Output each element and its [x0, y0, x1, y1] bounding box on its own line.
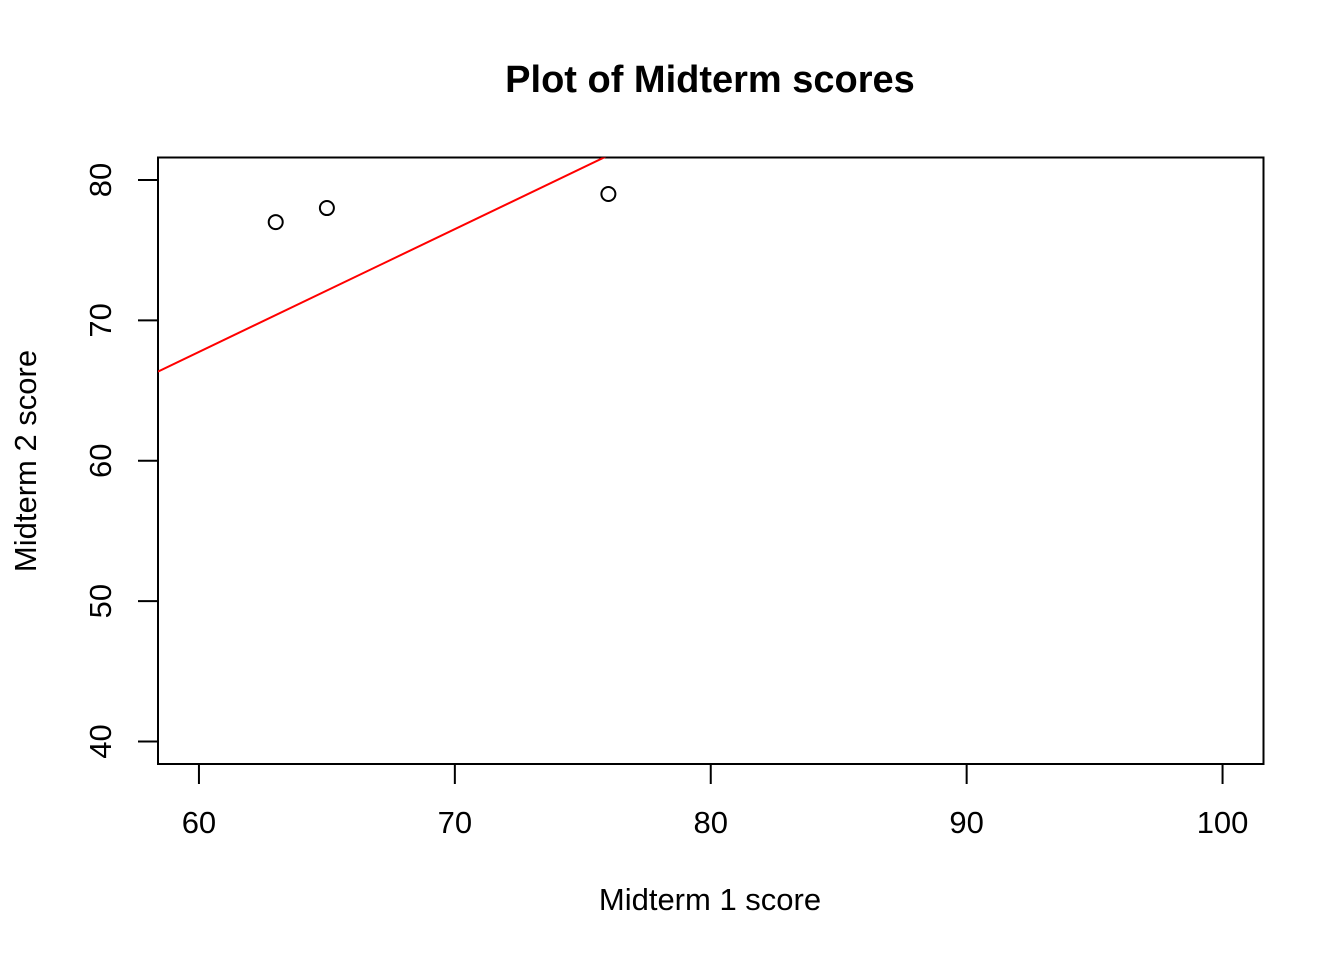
plot-frame: [157, 156, 1265, 765]
x-tick-label: 80: [694, 805, 728, 840]
chart-title: Plot of Midterm scores: [505, 59, 915, 101]
data-point: [267, 214, 284, 231]
y-tick-label: 80: [83, 163, 118, 197]
x-tick-label: 60: [182, 805, 216, 840]
y-axis-label: Midterm 2 score: [8, 350, 43, 572]
data-point: [600, 186, 617, 203]
data-points: [267, 186, 617, 231]
x-axis: 60 70 80 90 100: [182, 763, 1249, 840]
y-tick-label: 40: [83, 724, 118, 758]
x-tick-label: 100: [1197, 805, 1249, 840]
y-tick-label: 70: [83, 303, 118, 337]
x-tick-label: 70: [438, 805, 472, 840]
x-axis-label: Midterm 1 score: [599, 882, 821, 917]
data-point: [318, 200, 335, 217]
regression-line-group: [158, 157, 607, 373]
y-tick-label: 50: [83, 584, 118, 618]
regression-line: [158, 157, 607, 373]
x-tick-label: 90: [949, 805, 983, 840]
y-tick-label: 60: [83, 444, 118, 478]
y-axis: 40 50 60 70 80: [83, 163, 159, 759]
